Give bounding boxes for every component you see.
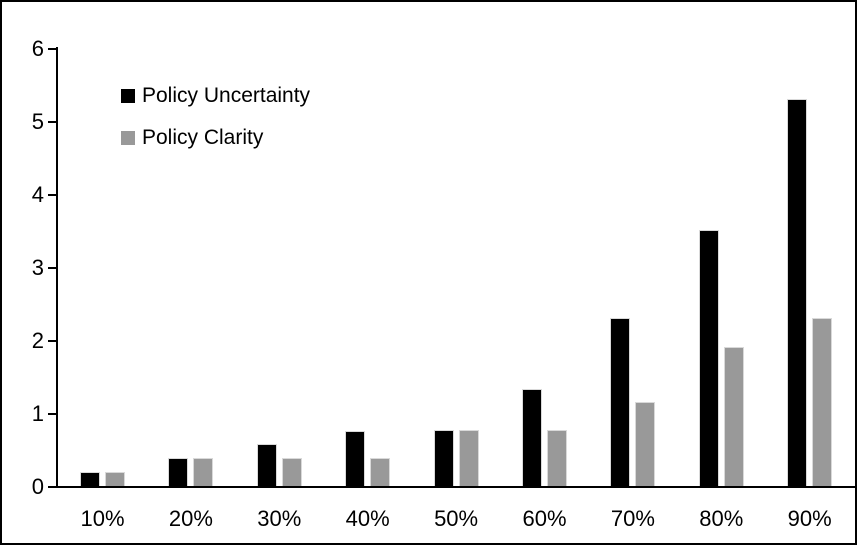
bar-policy-clarity-20% xyxy=(193,458,214,486)
y-axis-label-3: 3 xyxy=(31,255,44,280)
x-axis-label-80%: 80% xyxy=(699,506,744,531)
x-axis-label-20%: 20% xyxy=(168,506,213,531)
x-axis-label-90%: 90% xyxy=(787,506,832,531)
bar-policy-clarity-60% xyxy=(547,430,567,486)
bar-policy-clarity-50% xyxy=(458,430,479,486)
y-axis-tick-5 xyxy=(48,121,56,123)
bar-policy-clarity-80% xyxy=(723,347,744,486)
legend-marker-gray-square-icon xyxy=(121,131,135,145)
bar-policy-uncertainty-90% xyxy=(787,99,808,486)
y-axis-label-1: 1 xyxy=(31,401,44,426)
legend-marker-black-square-icon xyxy=(121,89,135,103)
y-axis-label-6: 6 xyxy=(31,36,44,61)
y-axis-tick-0 xyxy=(48,486,56,488)
y-axis-tick-4 xyxy=(48,194,56,196)
x-axis-label-70%: 70% xyxy=(610,506,655,531)
x-axis-label-50%: 50% xyxy=(434,506,479,531)
bar-policy-clarity-70% xyxy=(635,402,656,486)
x-axis-label-10%: 10% xyxy=(80,506,125,531)
x-axis-label-40%: 40% xyxy=(345,506,390,531)
legend-item-policy-uncertainty: Policy Uncertainty xyxy=(121,84,310,108)
legend-label: Policy Uncertainty xyxy=(142,84,311,107)
bar-policy-clarity-30% xyxy=(281,458,302,486)
y-axis-label-4: 4 xyxy=(31,182,44,207)
bar-policy-uncertainty-10% xyxy=(80,472,100,486)
bar-policy-uncertainty-50% xyxy=(433,430,454,486)
y-axis-tick-3 xyxy=(48,267,56,269)
bar-policy-uncertainty-20% xyxy=(168,458,189,486)
bar-policy-uncertainty-30% xyxy=(256,444,277,486)
y-axis-tick-1 xyxy=(48,413,56,415)
y-axis-label-0: 0 xyxy=(31,474,44,499)
chart-legend: Policy Uncertainty Policy Clarity xyxy=(121,84,310,150)
bar-policy-uncertainty-80% xyxy=(698,230,719,486)
y-axis-label-2: 2 xyxy=(31,328,44,353)
y-axis-label-5: 5 xyxy=(31,109,44,134)
y-axis-tick-2 xyxy=(48,340,56,342)
y-axis-line xyxy=(56,47,58,488)
bar-policy-uncertainty-40% xyxy=(345,431,366,486)
legend-item-policy-clarity: Policy Clarity xyxy=(121,126,310,150)
bar-policy-clarity-90% xyxy=(812,318,833,486)
y-axis-tick-6 xyxy=(48,48,56,50)
x-axis-label-60%: 60% xyxy=(522,506,567,531)
legend-label: Policy Clarity xyxy=(142,126,264,149)
bar-policy-clarity-40% xyxy=(370,458,391,486)
bar-policy-uncertainty-70% xyxy=(610,318,631,486)
x-axis-line xyxy=(48,486,855,488)
bar-policy-uncertainty-60% xyxy=(522,389,542,486)
x-axis-label-30%: 30% xyxy=(257,506,302,531)
bar-policy-clarity-10% xyxy=(105,472,125,486)
